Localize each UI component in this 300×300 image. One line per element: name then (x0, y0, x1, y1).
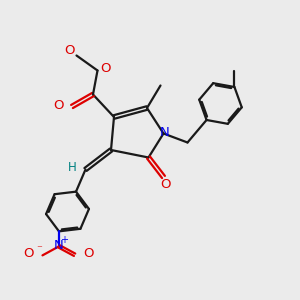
Text: O: O (53, 99, 64, 112)
Text: O: O (161, 178, 171, 191)
Text: N: N (160, 125, 170, 139)
Text: O: O (83, 247, 94, 260)
Text: H: H (68, 161, 76, 174)
Text: +: + (60, 235, 68, 245)
Text: O: O (24, 248, 34, 260)
Text: O: O (64, 44, 75, 57)
Text: O: O (100, 62, 110, 76)
Text: ⁻: ⁻ (37, 244, 42, 254)
Text: N: N (54, 239, 64, 252)
